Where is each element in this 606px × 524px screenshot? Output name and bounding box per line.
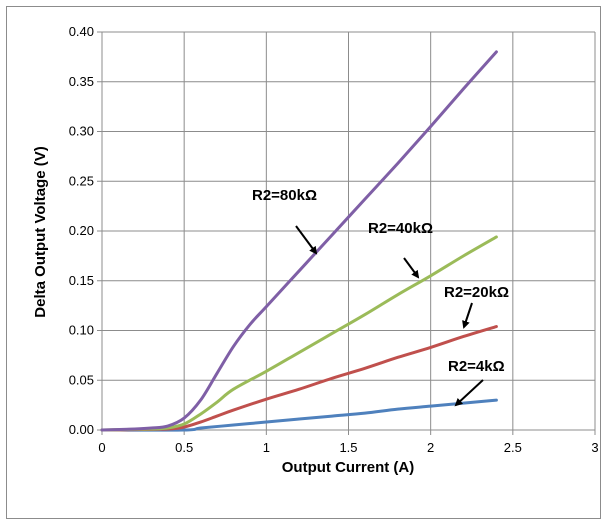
- grid-lines: [101, 31, 596, 431]
- annotation-arrow: [454, 379, 484, 407]
- chart-frame: [6, 6, 601, 519]
- y-tick-label: 0.30: [69, 124, 94, 139]
- annotation-label: R2=20kΩ: [444, 284, 509, 301]
- series-line-3: [100, 398, 498, 432]
- series-line-1: [100, 235, 498, 432]
- series-line-0: [100, 50, 498, 432]
- series-line-2: [100, 325, 498, 432]
- x-tick-labels: 0 0.5 1 1.5 2 2.5 3: [98, 440, 598, 455]
- x-tick-label: 2.5: [504, 440, 522, 455]
- y-tick-labels: 0.00 0.05 0.10 0.15 0.20 0.25 0.30 0.35 0.40: [69, 24, 94, 437]
- y-tick-label: 0.05: [69, 372, 94, 387]
- x-tick-label: 0.5: [175, 440, 193, 455]
- annotation-arrow: [403, 257, 420, 279]
- annotation-label: R2=4kΩ: [448, 358, 505, 375]
- y-tick-label: 0.15: [69, 273, 94, 288]
- y-tick-label: 0.20: [69, 223, 94, 238]
- y-tick-label: 0.40: [69, 24, 94, 39]
- y-tick-label: 0.10: [69, 323, 94, 338]
- annotation-label: R2=80kΩ: [252, 187, 317, 204]
- x-axis-title: Output Current (A): [282, 459, 414, 476]
- series-lines: [100, 50, 498, 432]
- annotation-label: R2=40kΩ: [368, 220, 433, 237]
- x-tick-label: 1.5: [339, 440, 357, 455]
- annotation-arrow: [462, 302, 473, 329]
- y-axis-title: Delta Output Voltage (V): [32, 146, 49, 317]
- annotations: R2=80kΩ R2=40kΩ R2=20kΩ R2=4kΩ: [252, 187, 509, 407]
- x-tick-label: 3: [591, 440, 598, 455]
- annotation-arrow: [295, 225, 318, 255]
- y-tick-label: 0.25: [69, 173, 94, 188]
- y-tick-label: 0.00: [69, 422, 94, 437]
- x-tick-label: 0: [98, 440, 105, 455]
- x-tick-label: 1: [263, 440, 270, 455]
- x-tick-label: 2: [427, 440, 434, 455]
- y-tick-label: 0.35: [69, 74, 94, 89]
